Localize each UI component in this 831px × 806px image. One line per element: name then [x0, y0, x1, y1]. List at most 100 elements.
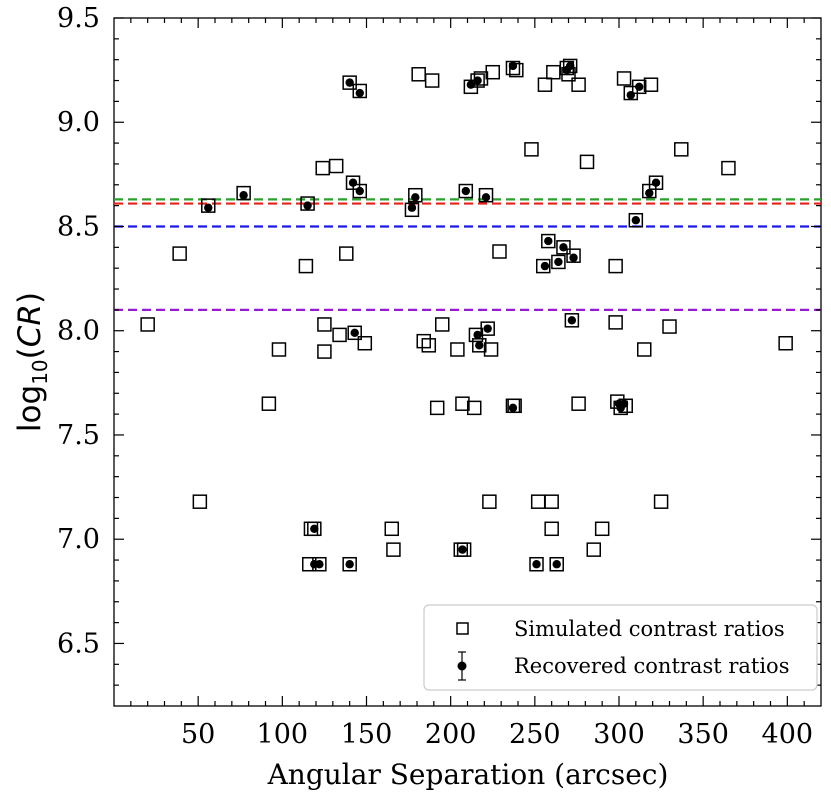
recovered-point: [559, 243, 568, 252]
simulated-point: [628, 212, 644, 228]
simulated-point: [608, 258, 623, 274]
recovered-markers: [204, 61, 661, 569]
simulated-point: [637, 342, 652, 357]
simulated-point: [616, 71, 632, 86]
simulated-point: [478, 187, 494, 203]
recovered-point: [481, 193, 491, 202]
simulated-point: [140, 317, 155, 332]
simulated-point: [480, 321, 495, 336]
simulated-point: [435, 317, 450, 332]
simulated-point: [352, 183, 368, 199]
simulated-point: [505, 60, 521, 76]
y-axis-label: log10(CR): [12, 292, 52, 432]
recovered-point: [567, 316, 577, 325]
y-tick-label: 8.0: [57, 316, 100, 347]
recovered-point: [303, 201, 312, 210]
simulated-point: [421, 338, 437, 353]
recovered-point: [635, 82, 644, 92]
y-axis-label-variable: CR: [12, 304, 48, 347]
simulated-point: [524, 142, 539, 157]
recovered-point: [645, 188, 654, 198]
simulated-point: [594, 521, 610, 537]
recovered-point: [458, 545, 467, 554]
simulated-point: [492, 244, 507, 259]
y-axis-label-close: ): [12, 292, 48, 304]
simulated-point: [571, 77, 586, 92]
simulated-point: [416, 333, 431, 349]
recovered-point: [348, 178, 358, 187]
recovered-point: [345, 560, 354, 569]
simulated-point: [653, 494, 669, 509]
simulated-point: [307, 521, 322, 537]
simulated-point: [298, 258, 314, 274]
simulated-point: [357, 335, 373, 351]
x-tick-label: 150: [341, 719, 393, 750]
simulated-point: [192, 494, 208, 509]
recovered-point: [508, 61, 518, 71]
simulated-point: [455, 396, 470, 411]
simulated-point: [482, 494, 497, 509]
recovered-point: [508, 403, 518, 413]
recovered-point: [540, 261, 550, 271]
y-axis-label-open: (: [12, 347, 48, 359]
legend-simulated-marker: [456, 622, 469, 635]
recovered-point: [466, 80, 476, 89]
simulated-point: [566, 248, 581, 263]
x-tick-label: 200: [425, 719, 477, 750]
simulated-point: [556, 240, 571, 255]
recovered-point: [355, 186, 364, 196]
tick-labels: 50 100 150 200 250 300 350 400 6.5 7.0 7.5 8.0 8.5 9.…: [57, 3, 813, 750]
y-tick-label: 9.0: [57, 107, 100, 138]
simulated-point: [261, 396, 277, 411]
simulated-point: [529, 556, 544, 572]
simulated-point: [536, 258, 551, 274]
axis-ticks: [114, 17, 821, 706]
recovered-point: [544, 236, 553, 246]
simulated-point: [648, 175, 664, 190]
simulated-point: [551, 254, 566, 270]
simulated-point: [778, 335, 793, 351]
simulated-point: [339, 246, 354, 261]
x-tick-label: 50: [181, 719, 215, 750]
simulated-point: [571, 396, 586, 411]
simulated-point: [328, 158, 344, 174]
simulated-point: [485, 64, 500, 80]
recovered-point: [204, 203, 213, 212]
y-axis-label-subscript: 10: [28, 359, 52, 384]
simulated-point: [458, 183, 474, 199]
recovered-point: [315, 560, 324, 569]
simulated-point: [352, 83, 368, 99]
simulated-point: [643, 77, 659, 92]
recovered-point: [473, 76, 482, 85]
simulated-point: [450, 342, 465, 357]
simulated-point: [317, 317, 332, 332]
simulated-point: [429, 400, 445, 416]
simulated-point: [674, 142, 689, 157]
recovered-point: [345, 78, 354, 87]
simulated-point: [631, 79, 647, 95]
recovered-point: [355, 88, 364, 98]
simulated-point: [342, 556, 357, 572]
x-tick-label: 100: [257, 719, 309, 750]
recovered-point: [310, 524, 319, 533]
simulated-point: [201, 198, 216, 213]
simulated-point: [236, 185, 251, 201]
recovered-point: [565, 61, 575, 71]
legend-box: [423, 604, 818, 691]
recovered-point: [532, 560, 541, 569]
simulated-point: [172, 246, 187, 261]
simulated-point: [507, 398, 522, 414]
recovered-point: [626, 90, 635, 100]
y-tick-label: 7.0: [57, 524, 100, 555]
recovered-point: [552, 560, 561, 569]
recovered-point: [411, 193, 420, 202]
simulated-point: [386, 542, 401, 557]
simulated-point: [347, 325, 362, 341]
simulated-point: [544, 494, 559, 509]
x-tick-label: 350: [677, 719, 729, 750]
x-tick-label: 300: [593, 719, 645, 750]
recovered-point: [407, 203, 417, 212]
recovered-point: [239, 191, 248, 200]
simulated-point: [586, 542, 601, 557]
